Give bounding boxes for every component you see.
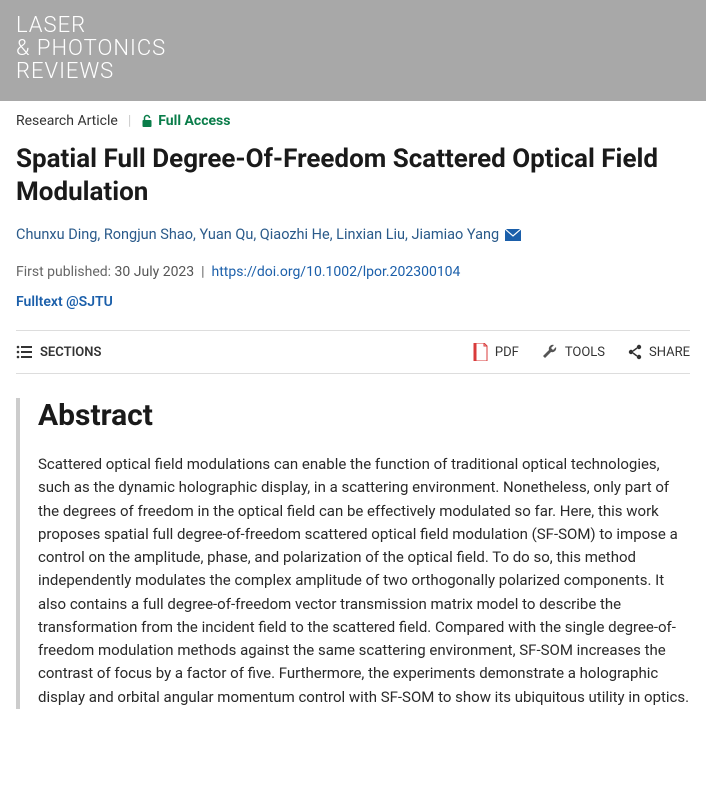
pdf-label: PDF [495, 345, 519, 360]
wrench-icon [541, 343, 559, 361]
tools-label: TOOLS [565, 345, 605, 360]
article-type: Research Article [16, 113, 118, 129]
article-title: Spatial Full Degree-Of-Freedom Scattered… [16, 143, 690, 208]
access-label: Full Access [158, 113, 230, 129]
toolbar: SECTIONS PDF TOOLS [16, 330, 690, 374]
tools-button[interactable]: TOOLS [541, 343, 605, 361]
access-badge: Full Access [141, 113, 230, 129]
doi-link[interactable]: https://doi.org/10.1002/lpor.202300104 [212, 264, 461, 280]
unlock-icon [141, 114, 153, 128]
journal-line3: REVIEWS [16, 59, 114, 84]
abstract-heading: Abstract [38, 398, 690, 433]
share-label: SHARE [649, 345, 690, 360]
abstract-section: Abstract Scattered optical field modulat… [16, 398, 690, 709]
abstract-text: Scattered optical field modulations can … [38, 453, 690, 709]
toolbar-right: PDF TOOLS SHARE [473, 343, 690, 361]
pub-label: First published: [16, 264, 111, 280]
pub-date: 30 July 2023 [115, 264, 195, 280]
meta-row: Research Article | Full Access [16, 113, 690, 129]
share-button[interactable]: SHARE [627, 344, 690, 360]
authors-text: Chunxu Ding, Rongjun Shao, Yuan Qu, Qiao… [16, 226, 499, 243]
pdf-button[interactable]: PDF [473, 343, 519, 361]
share-icon [627, 344, 643, 360]
separator: | [198, 264, 212, 280]
fulltext-link[interactable]: Fulltext @SJTU [16, 294, 690, 310]
publication-info: First published: 30 July 2023 | https://… [16, 264, 690, 280]
journal-line1: LASER [16, 13, 86, 38]
separator: | [128, 113, 131, 129]
journal-name: LASER & PHOTONICS REVIEWS [16, 14, 690, 83]
pdf-icon [473, 343, 489, 361]
list-icon [16, 345, 32, 359]
journal-banner: LASER & PHOTONICS REVIEWS [0, 0, 706, 101]
sections-label: SECTIONS [40, 345, 101, 360]
sections-button[interactable]: SECTIONS [16, 345, 101, 360]
authors-list[interactable]: Chunxu Ding, Rongjun Shao, Yuan Qu, Qiao… [16, 224, 690, 246]
mail-icon[interactable] [505, 229, 521, 241]
content-area: Research Article | Full Access Spatial F… [0, 101, 706, 729]
journal-line2: & PHOTONICS [16, 36, 166, 61]
